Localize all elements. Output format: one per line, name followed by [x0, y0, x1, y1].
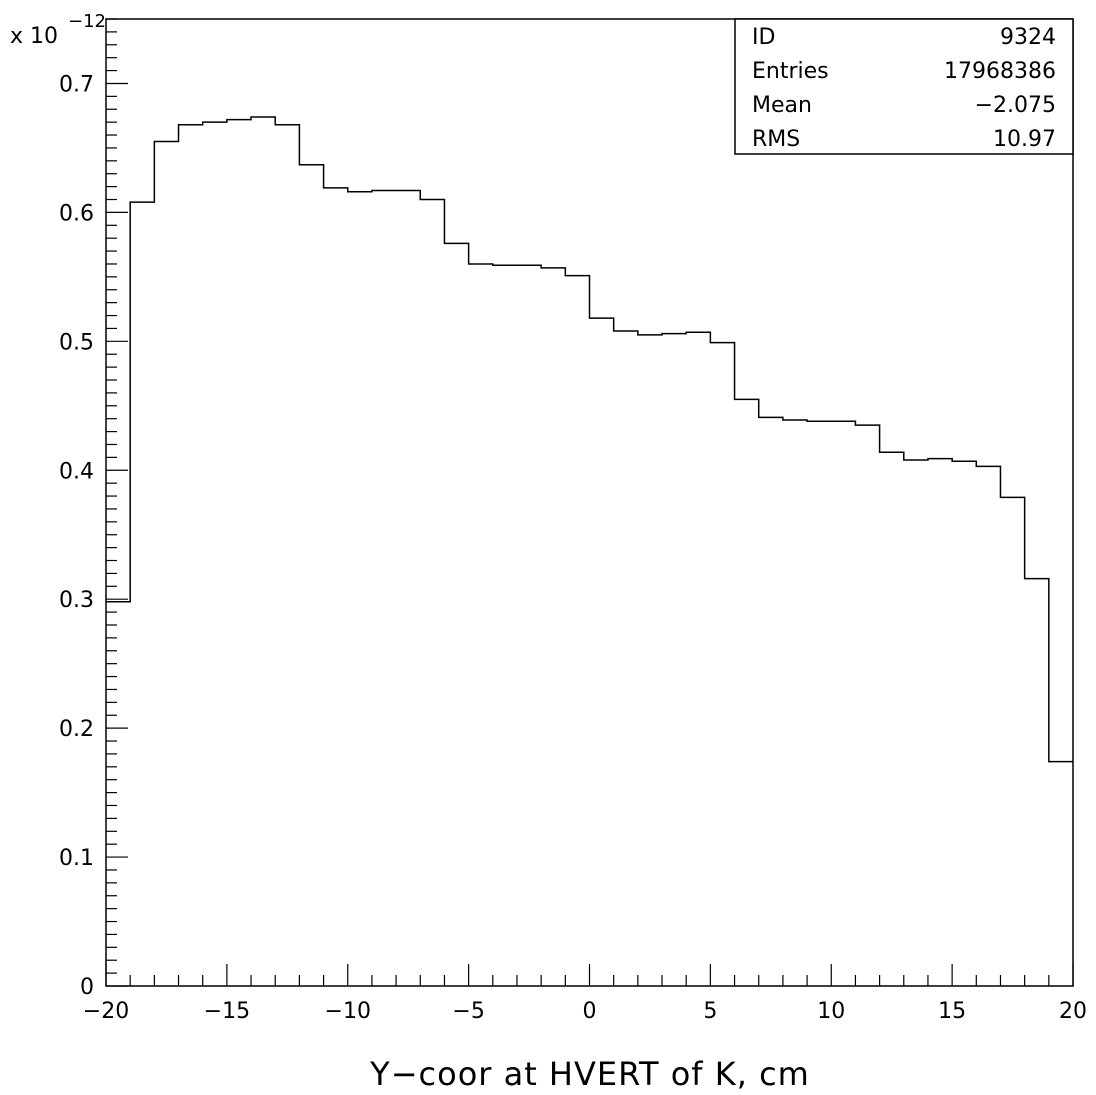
y-axis-ticks	[106, 18, 128, 987]
y-tick-label: 0.5	[59, 330, 94, 355]
y-tick-label: 0.6	[59, 201, 94, 226]
y-multiplier-label: x 10	[10, 24, 58, 49]
x-tick-label: 10	[817, 999, 845, 1024]
stats-value-rms: 10.97	[993, 127, 1056, 152]
x-tick-label: −20	[83, 999, 129, 1024]
y-tick-label: 0	[80, 975, 94, 1000]
x-axis-title: Y−coor at HVERT of K, cm	[369, 1055, 810, 1093]
y-multiplier-exponent: −12	[68, 11, 106, 32]
x-tick-label: −10	[325, 999, 371, 1024]
x-tick-label: −5	[452, 999, 484, 1024]
stats-label-id: ID	[752, 25, 775, 50]
x-tick-label: 5	[703, 999, 717, 1024]
stats-value-mean: −2.075	[975, 93, 1056, 118]
x-axis-ticks	[105, 964, 1074, 986]
stats-label-entries: Entries	[752, 59, 829, 84]
x-tick-label: −15	[204, 999, 250, 1024]
x-tick-label: 15	[938, 999, 966, 1024]
y-tick-label: 0.1	[59, 846, 94, 871]
stats-box-frame	[734, 18, 1074, 155]
x-tick-label: 20	[1059, 999, 1087, 1024]
stats-label-mean: Mean	[752, 93, 812, 118]
y-axis-tick-labels: 0 0.1 0.2 0.3 0.4 0.5 0.6 0.7	[59, 72, 94, 1000]
y-tick-label: 0.2	[59, 717, 94, 742]
plot-frame	[105, 18, 1074, 987]
y-tick-label: 0.3	[59, 588, 94, 613]
stats-box: ID 9324 Entries 17968386 Mean −2.075 RMS…	[734, 18, 1074, 155]
x-axis-tick-labels: −20 −15 −10 −5 0 5 10 15 20	[83, 999, 1087, 1024]
stats-value-entries: 17968386	[944, 59, 1056, 84]
stats-value-id: 9324	[1000, 25, 1056, 50]
stats-label-rms: RMS	[752, 127, 800, 152]
histogram-series-line	[106, 116, 1073, 763]
y-tick-label: 0.4	[59, 459, 94, 484]
x-tick-label: 0	[583, 999, 597, 1024]
y-tick-label: 0.7	[59, 72, 94, 97]
